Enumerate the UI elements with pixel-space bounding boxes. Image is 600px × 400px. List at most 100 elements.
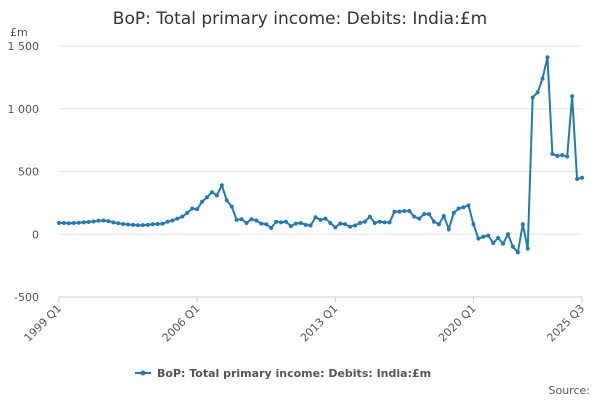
data-point [313,215,318,220]
data-point [456,206,461,211]
data-point [71,220,76,225]
data-point [200,199,205,204]
data-point [229,204,234,209]
data-point [323,216,328,221]
data-point [165,219,170,224]
x-tick-label: 2006 Q1 [160,302,203,345]
data-point [126,222,131,227]
data-point [397,209,402,214]
data-point [333,225,338,230]
data-point [81,220,86,225]
data-point [505,232,510,237]
data-point [175,216,180,221]
data-point [135,223,140,228]
data-point [377,219,382,224]
data-point [328,220,333,225]
data-point [451,210,456,215]
legend-label: BoP: Total primary income: Debits: India… [157,367,431,380]
data-point [140,223,145,228]
data-point [293,221,298,226]
data-point [234,217,239,222]
data-point [303,222,308,227]
data-point [570,94,575,99]
data-point [160,221,165,226]
x-tick-label: 2025 Q3 [545,302,588,345]
data-point [318,217,323,222]
data-point [481,234,486,239]
data-point [209,190,214,195]
data-point [244,220,249,225]
data-point [367,214,372,219]
source-label: Source: [549,384,591,397]
data-point [264,222,269,227]
data-point [66,221,71,226]
data-point [283,219,288,224]
data-point [131,222,136,227]
data-point [259,221,264,226]
x-tick-label: 2020 Q1 [436,302,479,345]
data-point [91,219,96,224]
data-point [155,221,160,226]
data-point [76,220,81,225]
data-point [520,222,525,227]
data-point [545,55,550,60]
data-point [412,214,417,219]
data-point [269,225,274,230]
data-point [219,183,224,188]
data-point [343,222,348,227]
data-point [249,217,254,222]
data-point [348,224,353,229]
data-point [279,220,284,225]
data-point [471,222,476,227]
data-point [427,212,432,217]
data-point [422,212,427,217]
data-point [540,76,545,81]
data-point [530,95,535,100]
y-tick-label: 0 [32,228,39,241]
data-point [96,218,101,223]
data-point [446,227,451,232]
data-point [298,220,303,225]
data-point [466,203,471,208]
y-tick-label: 500 [18,166,39,179]
data-point [575,177,580,182]
data-point [550,151,555,156]
data-point [407,209,412,214]
data-point [353,223,358,228]
data-point [180,214,185,219]
data-point [402,209,407,214]
y-tick-label: 1 000 [8,103,40,116]
data-point [111,220,116,225]
data-point [417,216,422,221]
data-point [288,224,293,229]
data-point [338,221,343,226]
data-point [170,218,175,223]
data-point [150,222,155,227]
legend-marker [140,370,146,376]
data-point [101,218,106,223]
data-point [491,241,496,246]
data-point [525,246,530,251]
data-line [59,57,583,255]
data-point [106,219,111,224]
data-point [555,153,560,158]
data-point [239,217,244,222]
y-unit-label: £m [10,26,28,39]
data-point [441,214,446,219]
data-point [185,210,190,215]
data-point [535,90,540,95]
x-tick-label: 2013 Q1 [298,302,341,345]
chart-title: BoP: Total primary income: Debits: India… [113,9,487,29]
data-point [214,193,219,198]
y-tick-label: -500 [14,291,39,304]
data-point [190,206,195,211]
data-point [436,222,441,227]
data-point [121,221,126,226]
x-tick-label: 1999 Q1 [22,302,65,345]
data-point [476,236,481,241]
data-point [195,207,200,212]
data-point [565,154,570,159]
data-point [501,241,506,246]
data-point [580,175,584,180]
